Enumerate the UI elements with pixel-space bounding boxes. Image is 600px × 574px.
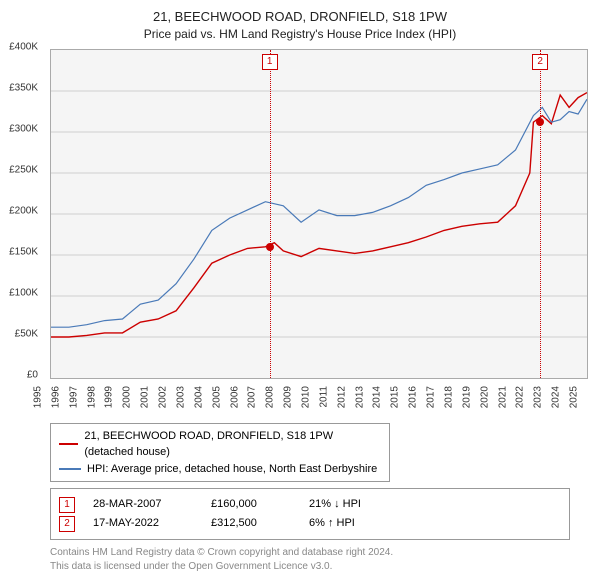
legend-row: 21, BEECHWOOD ROAD, DRONFIELD, S18 1PW (… xyxy=(59,428,381,461)
x-tick: 1996 xyxy=(50,386,61,408)
tx-ratio: 21% ↓ HPI xyxy=(309,495,389,514)
x-tick: 2016 xyxy=(408,386,419,408)
x-tick: 2020 xyxy=(479,386,490,408)
x-tick: 2000 xyxy=(122,386,133,408)
chart-plot: 12 xyxy=(50,49,588,379)
x-tick: 2003 xyxy=(175,386,186,408)
series-price_paid xyxy=(51,93,587,337)
y-tick: £200K xyxy=(9,206,38,217)
legend: 21, BEECHWOOD ROAD, DRONFIELD, S18 1PW (… xyxy=(50,423,390,483)
x-tick: 2015 xyxy=(390,386,401,408)
tx-marker: 1 xyxy=(59,497,75,513)
x-tick: 2024 xyxy=(551,386,562,408)
sale-vline xyxy=(540,50,541,378)
sale-vline xyxy=(270,50,271,378)
y-tick: £100K xyxy=(9,288,38,299)
sale-marker: 1 xyxy=(262,54,278,70)
x-tick: 2013 xyxy=(354,386,365,408)
x-tick: 1998 xyxy=(86,386,97,408)
x-tick: 2022 xyxy=(515,386,526,408)
y-tick: £350K xyxy=(9,83,38,94)
y-tick: £150K xyxy=(9,247,38,258)
x-tick: 2018 xyxy=(443,386,454,408)
x-tick: 1995 xyxy=(33,386,44,408)
legend-label: HPI: Average price, detached house, Nort… xyxy=(87,461,377,478)
tx-date: 17-MAY-2022 xyxy=(93,514,193,533)
x-tick: 2004 xyxy=(193,386,204,408)
tx-date: 28-MAR-2007 xyxy=(93,495,193,514)
x-tick: 2009 xyxy=(283,386,294,408)
footer-line: This data is licensed under the Open Gov… xyxy=(50,560,588,574)
y-axis: £0£50K£100K£150K£200K£250K£300K£350K£400… xyxy=(0,47,40,377)
x-tick: 2019 xyxy=(461,386,472,408)
x-tick: 2006 xyxy=(229,386,240,408)
x-tick: 2014 xyxy=(372,386,383,408)
y-tick: £400K xyxy=(9,42,38,53)
x-tick: 2007 xyxy=(247,386,258,408)
y-tick: £250K xyxy=(9,165,38,176)
y-tick: £50K xyxy=(15,329,38,340)
tx-price: £160,000 xyxy=(211,495,291,514)
legend-swatch xyxy=(59,443,78,445)
sale-marker: 2 xyxy=(532,54,548,70)
x-tick: 2017 xyxy=(426,386,437,408)
x-tick: 1999 xyxy=(104,386,115,408)
y-tick: £300K xyxy=(9,124,38,135)
x-tick: 2025 xyxy=(569,386,580,408)
sale-point xyxy=(536,118,544,126)
x-axis: 1995199619971998199920002001200220032004… xyxy=(38,380,576,430)
legend-swatch xyxy=(59,468,81,470)
x-tick: 2005 xyxy=(211,386,222,408)
chart-svg xyxy=(51,50,587,378)
transactions-table: 1 28-MAR-2007 £160,000 21% ↓ HPI 2 17-MAY-202… xyxy=(50,488,570,539)
chart-subtitle: Price paid vs. HM Land Registry's House … xyxy=(12,26,588,43)
tx-marker: 2 xyxy=(59,516,75,532)
y-tick: £0 xyxy=(27,370,38,381)
chart-title: 21, BEECHWOOD ROAD, DRONFIELD, S18 1PW xyxy=(12,8,588,26)
tx-ratio: 6% ↑ HPI xyxy=(309,514,389,533)
x-tick: 2023 xyxy=(533,386,544,408)
x-tick: 1997 xyxy=(68,386,79,408)
transaction-row: 2 17-MAY-2022 £312,500 6% ↑ HPI xyxy=(59,514,561,533)
x-tick: 2008 xyxy=(265,386,276,408)
legend-label: 21, BEECHWOOD ROAD, DRONFIELD, S18 1PW (… xyxy=(84,428,381,461)
transaction-row: 1 28-MAR-2007 £160,000 21% ↓ HPI xyxy=(59,495,561,514)
footer-line: Contains HM Land Registry data © Crown c… xyxy=(50,546,588,560)
tx-price: £312,500 xyxy=(211,514,291,533)
x-tick: 2012 xyxy=(336,386,347,408)
x-tick: 2011 xyxy=(318,386,329,408)
x-tick: 2021 xyxy=(497,386,508,408)
x-tick: 2002 xyxy=(158,386,169,408)
sale-point xyxy=(266,243,274,251)
x-tick: 2001 xyxy=(140,386,151,408)
x-tick: 2010 xyxy=(301,386,312,408)
legend-row: HPI: Average price, detached house, Nort… xyxy=(59,461,381,478)
